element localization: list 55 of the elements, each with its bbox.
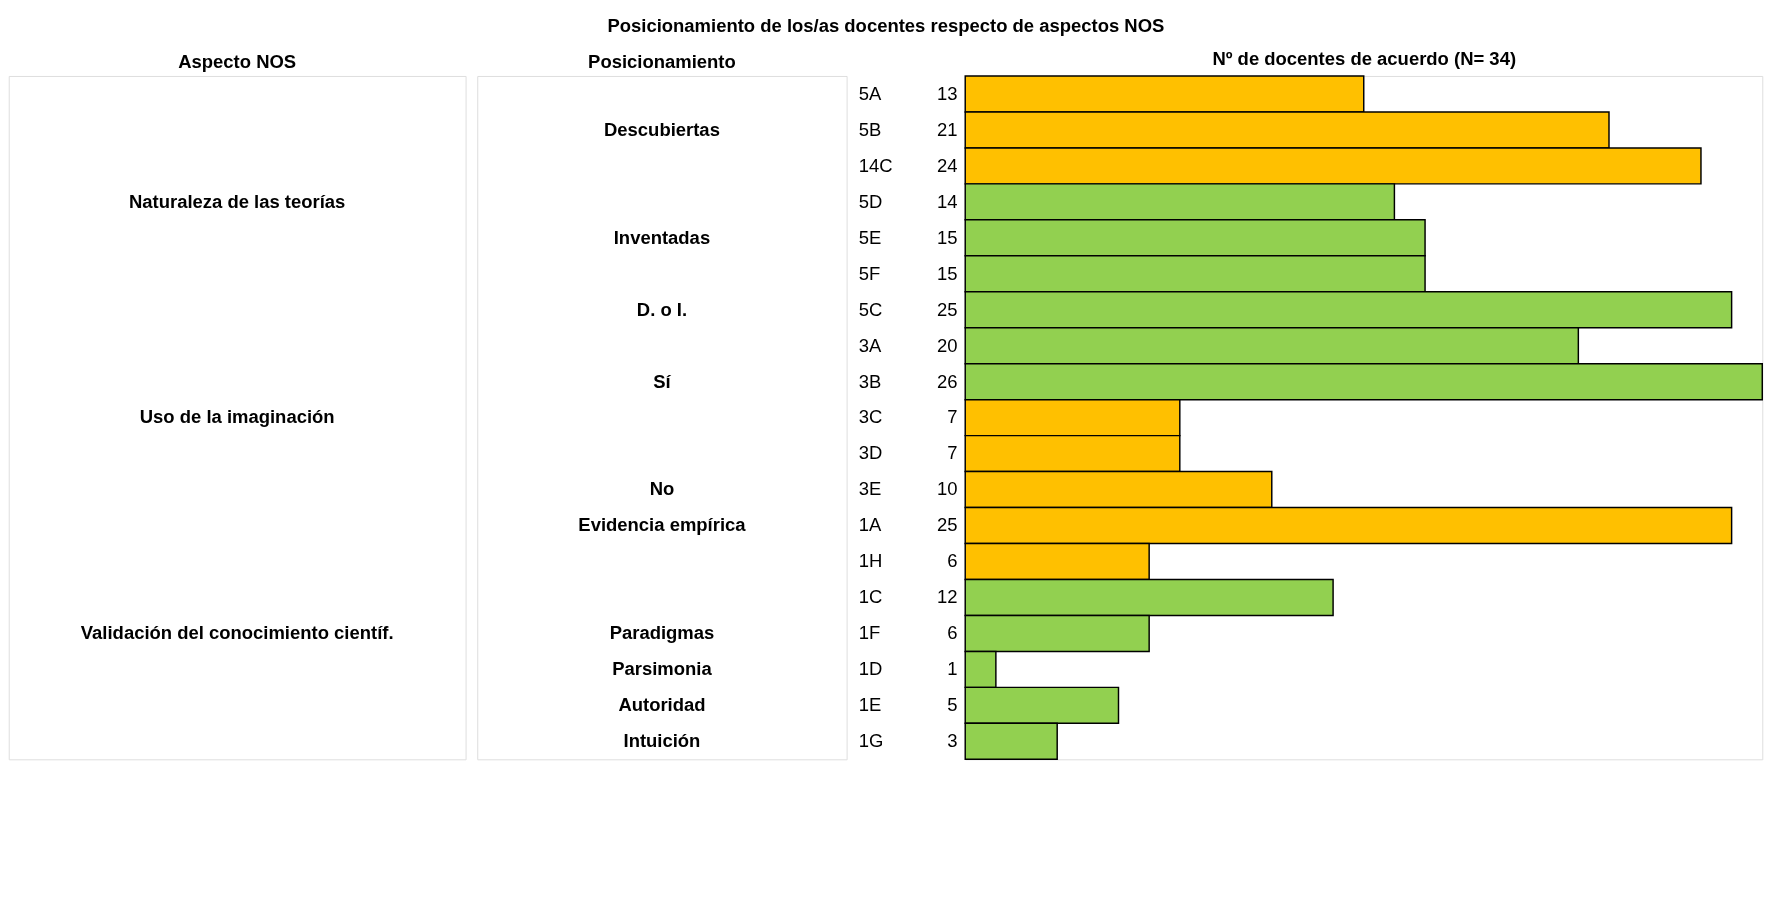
y-tick-label: 3E [858,478,882,500]
data-label: 13 [936,82,958,104]
y-tick-label: 3C [858,406,883,428]
text: Parsimonia [612,658,712,680]
data-label: 25 [936,298,958,320]
y-tick-label: 1G [858,730,884,752]
y-tick-label: 5E [858,226,882,248]
y-tick-label: 3D [858,442,883,464]
text: Evidencia empírica [578,514,746,536]
data-label: 26 [936,370,958,392]
data-label: 14 [936,190,958,212]
data-label: 6 [947,550,958,572]
y-tick-label: 1C [858,586,883,608]
data-label: 20 [936,334,958,356]
data-label: 21 [936,118,958,140]
y-tick-label: 3A [858,334,883,356]
y-tick-label: 5C [858,298,883,320]
y-tick-label: 5B [858,118,882,140]
text: Naturaleza de las teorías [128,190,346,212]
y-tick-label: 5F [858,262,881,284]
text: Validación del conocimiento científ. [80,622,394,644]
data-label: 12 [936,586,958,608]
y-tick-label: 1A [858,514,883,536]
y-tick-label: 1E [858,694,882,716]
text: Uso de la imaginación [139,406,335,428]
x-axis-title: Nº de docentes de acuerdo (N= 34) [1212,47,1517,69]
data-label: 7 [947,406,958,428]
y-tick-label: 1F [858,622,881,644]
text: Sí [653,370,671,392]
chart-title: Posicionamiento de los/as docentes respecto de aspectos NOS [607,14,1165,36]
y-tick-label: 5A [858,82,883,104]
text: Paradigmas [609,622,715,644]
text: Descubiertas [604,118,720,140]
text: Autoridad [618,694,706,716]
text: Aspecto NOS [178,51,297,73]
data-label: 25 [936,514,958,536]
y-tick-label: 1D [858,658,883,680]
data-label: 15 [936,226,958,248]
data-label: 6 [947,622,958,644]
data-label: 1 [947,658,958,680]
data-label: 3 [947,730,958,752]
data-label: 5 [947,694,958,716]
data-label: 7 [947,442,958,464]
data-label: 10 [936,478,958,500]
y-tick-label: 14C [858,154,893,176]
text: No [649,478,675,500]
data-label: 15 [936,262,958,284]
text: Intuición [623,730,701,752]
text: D. o I. [636,298,688,320]
text: Inventadas [613,226,711,248]
text: Posicionamiento [588,51,736,73]
y-tick-label: 3B [858,370,882,392]
y-tick-label: 5D [858,190,883,212]
data-label: 24 [936,154,958,176]
y-tick-label: 1H [858,550,883,572]
